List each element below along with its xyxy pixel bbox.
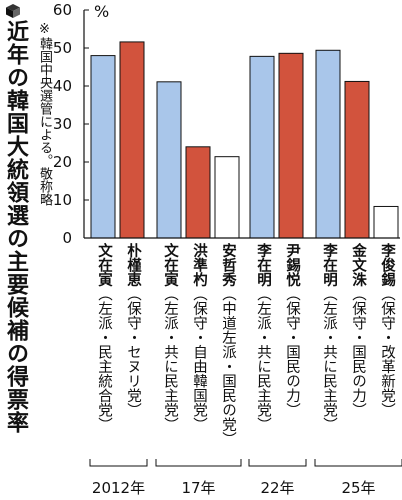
y-axis-unit: % bbox=[94, 2, 110, 21]
y-tick-label: 40 bbox=[52, 77, 72, 95]
bar-conservative bbox=[119, 41, 145, 239]
candidate-name: 文在寅 bbox=[96, 243, 112, 287]
candidate-label: 尹錫悦（保守・国民の力） bbox=[278, 243, 304, 453]
candidate-party: （左派・民主統合党） bbox=[96, 286, 112, 432]
candidate-label: 文在寅（左派・共に民主党） bbox=[156, 243, 182, 453]
source-note: ※韓国中央選管による。敬称略 bbox=[37, 22, 52, 206]
y-tick-label: 10 bbox=[52, 191, 72, 209]
candidate-label: 李俊錫（保守・改革新党） bbox=[373, 243, 399, 453]
bar-conservative bbox=[344, 80, 370, 239]
bar-progressive bbox=[315, 49, 341, 239]
year-label: 22年 bbox=[260, 479, 295, 497]
year-bracket bbox=[89, 459, 148, 467]
y-tick-label: 50 bbox=[52, 39, 72, 57]
candidate-party: （保守・自由韓国党） bbox=[191, 286, 207, 432]
year-label: 17年 bbox=[181, 479, 216, 497]
bars-layer bbox=[90, 41, 399, 239]
bar-other bbox=[373, 205, 399, 239]
candidate-label: 金文洙（保守・国民の力） bbox=[344, 243, 370, 453]
candidate-party: （左派・共に民主党） bbox=[255, 286, 271, 432]
year-bracket bbox=[248, 459, 307, 467]
axis-layer bbox=[83, 9, 402, 467]
bar-progressive bbox=[156, 81, 182, 239]
y-tick-label: 30 bbox=[52, 115, 72, 133]
candidate-name: 金文洙 bbox=[350, 243, 366, 287]
bar-progressive bbox=[90, 55, 116, 239]
candidate-label: 洪準杓（保守・自由韓国党） bbox=[185, 243, 211, 453]
year-bracket bbox=[314, 459, 402, 467]
candidate-name: 李俊錫 bbox=[379, 243, 395, 287]
candidate-name: 李在明 bbox=[321, 243, 337, 287]
y-tick-label: 20 bbox=[52, 153, 72, 171]
candidate-party: （保守・改革新党） bbox=[379, 286, 395, 418]
year-label: 25年 bbox=[341, 479, 376, 497]
candidate-name: 文在寅 bbox=[162, 243, 178, 287]
title-cube-icon bbox=[6, 4, 20, 18]
bar-conservative bbox=[278, 52, 304, 239]
candidate-party: （左派・共に民主党） bbox=[321, 286, 337, 432]
candidate-name: 朴槿恵 bbox=[125, 243, 141, 287]
candidate-party: （中道左派・国民の党） bbox=[220, 286, 236, 447]
y-tick-label: 60 bbox=[52, 1, 72, 19]
y-tick-label: 0 bbox=[62, 229, 72, 247]
candidate-label: 李在明（左派・共に民主党） bbox=[249, 243, 275, 453]
year-bracket bbox=[155, 459, 242, 467]
candidate-party: （保守・国民の力） bbox=[284, 286, 300, 418]
candidate-label: 文在寅（左派・民主統合党） bbox=[90, 243, 116, 453]
candidate-party: （保守・セヌリ党） bbox=[125, 286, 141, 418]
candidate-name: 尹錫悦 bbox=[284, 243, 300, 287]
bar-progressive bbox=[249, 55, 275, 239]
candidate-name: 李在明 bbox=[255, 243, 271, 287]
candidate-label: 李在明（左派・共に民主党） bbox=[315, 243, 341, 453]
bar-conservative bbox=[185, 146, 211, 239]
candidate-label: 朴槿恵（保守・セヌリ党） bbox=[119, 243, 145, 453]
year-label: 2012年 bbox=[91, 479, 146, 497]
candidate-party: （左派・共に民主党） bbox=[162, 286, 178, 432]
candidate-name: 洪準杓 bbox=[191, 243, 207, 287]
chart-title: 近年の韓国大統領選の主要候補の得票率 bbox=[3, 20, 28, 434]
candidate-name: 安哲秀 bbox=[220, 243, 236, 287]
bar-other bbox=[214, 156, 240, 239]
candidate-party: （保守・国民の力） bbox=[350, 286, 366, 418]
candidate-label: 安哲秀（中道左派・国民の党） bbox=[214, 243, 240, 453]
